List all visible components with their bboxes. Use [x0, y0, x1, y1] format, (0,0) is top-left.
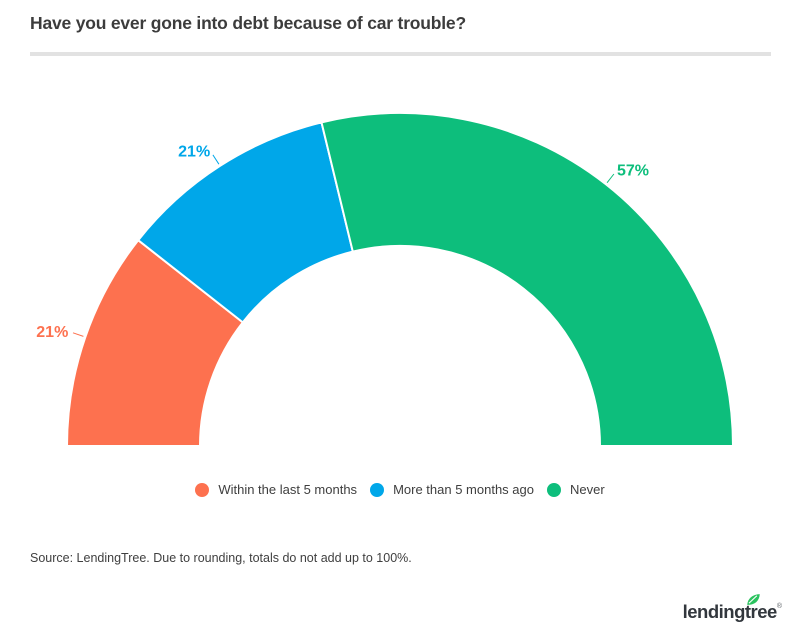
data-label-leader-line: [72, 332, 84, 337]
lendingtree-logo: lendingtree®: [682, 594, 782, 631]
leaf-icon: [746, 594, 760, 605]
legend-item: Never: [546, 482, 605, 497]
legend-swatch: [370, 482, 385, 497]
legend-item: More than 5 months ago: [370, 482, 534, 497]
segment-value-label: 57%: [617, 163, 649, 180]
source-note: Source: LendingTree. Due to rounding, to…: [30, 551, 412, 565]
data-label-leader-line: [212, 154, 220, 165]
chart-title: Have you ever gone into debt because of …: [30, 13, 466, 33]
logo-trademark: ®: [776, 603, 782, 610]
title-divider: [30, 52, 771, 56]
legend-swatch: [546, 482, 561, 497]
donut-segment-1: [136, 121, 355, 324]
legend-label: Never: [569, 482, 605, 497]
donut-segment-0: [65, 238, 245, 447]
segment-value-label: 21%: [178, 143, 210, 160]
logo-wordmark: lendingtree: [682, 601, 778, 622]
segment-value-label: 21%: [36, 324, 68, 341]
data-label-leader-line: [606, 173, 615, 184]
legend-swatch: [195, 482, 210, 497]
legend-label: More than 5 months ago: [393, 482, 534, 497]
donut-segment-2: [320, 112, 735, 447]
legend-item: Within the last 5 months: [195, 482, 357, 497]
chart-legend: Within the last 5 months More than 5 mont…: [0, 482, 800, 497]
legend-label: Within the last 5 months: [218, 482, 358, 497]
